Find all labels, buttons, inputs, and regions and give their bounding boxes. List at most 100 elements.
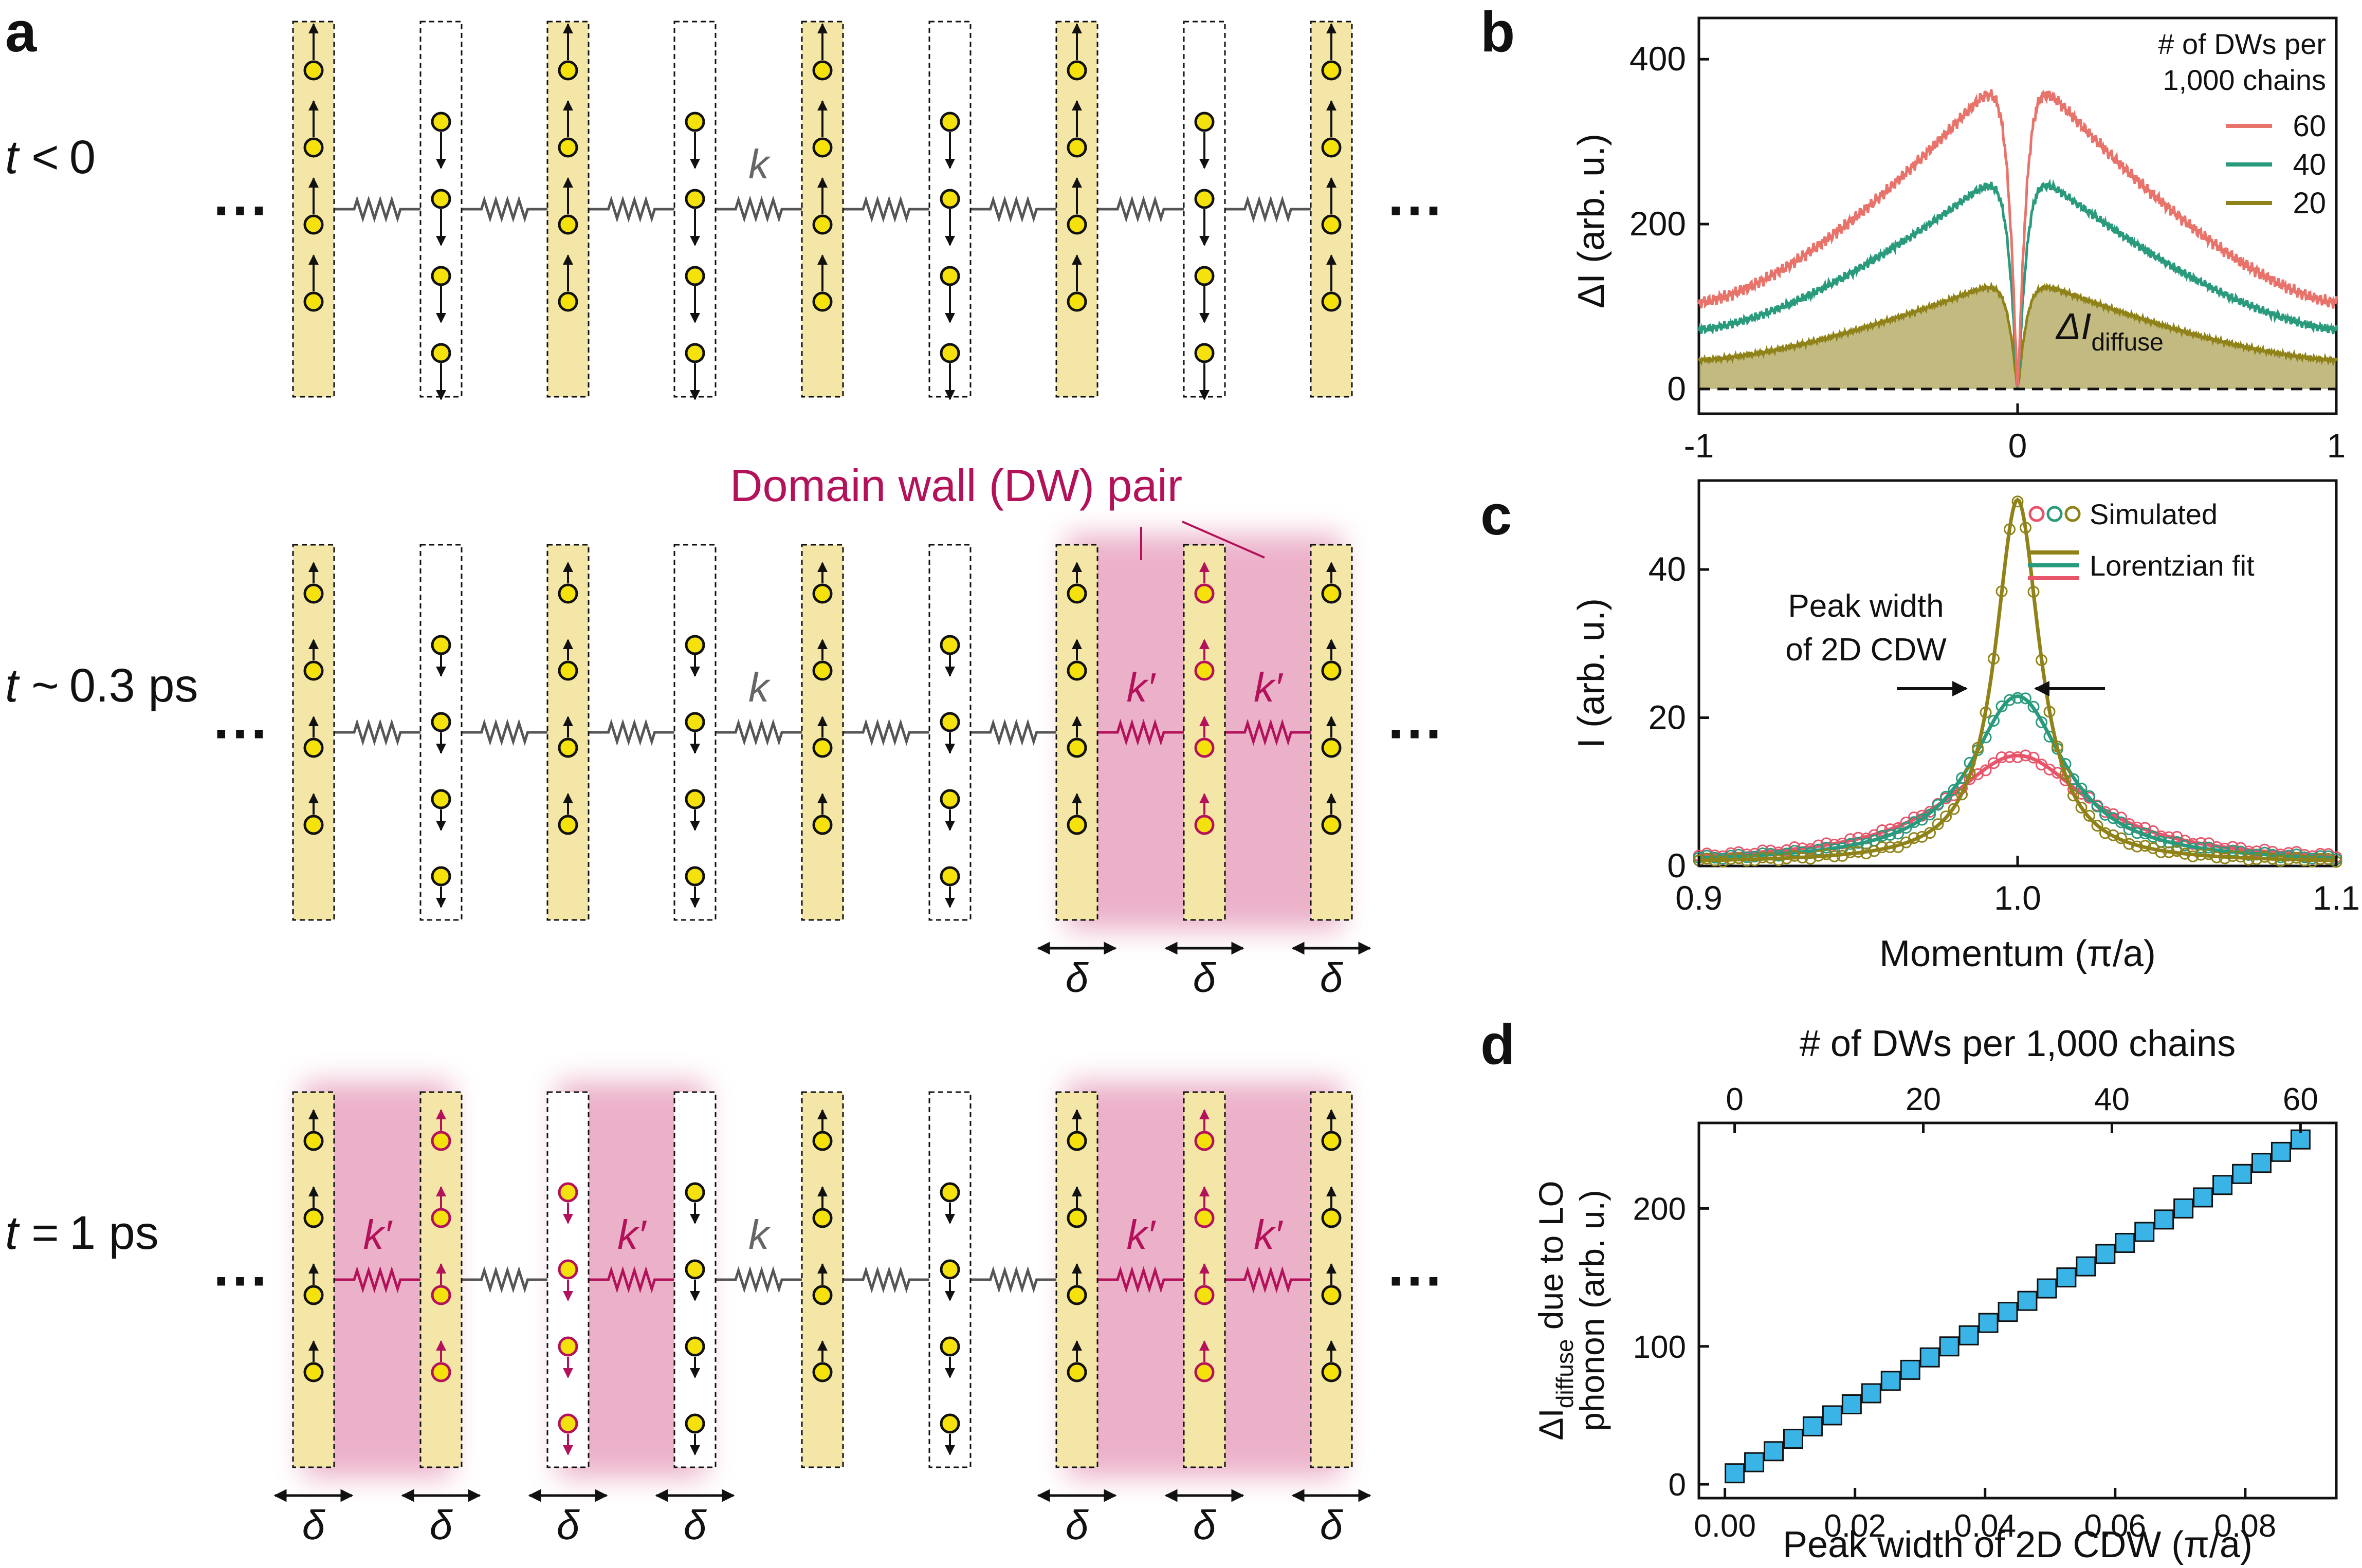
fit-line	[1698, 497, 2337, 862]
atom	[558, 660, 578, 681]
ellipsis-right: ···	[1388, 1249, 1444, 1313]
atom	[431, 1208, 451, 1228]
panel-c-ylabel: I (arb. u.)	[1571, 598, 1612, 748]
atom	[812, 137, 833, 158]
data-point	[2056, 1267, 2077, 1288]
atom	[1321, 1362, 1342, 1382]
atom	[1067, 737, 1087, 758]
spring-label-k: k	[748, 1212, 771, 1258]
spring-label-kprime: k′	[617, 1212, 647, 1258]
annotation-delta-i-diffuse: ΔIdiffuse	[2055, 306, 2164, 356]
atom	[812, 1208, 833, 1228]
atom	[1067, 60, 1087, 81]
delta-label: δ	[1193, 955, 1217, 1001]
chain-up	[1183, 1091, 1226, 1468]
atom	[558, 1182, 578, 1203]
atom	[303, 291, 324, 312]
atom	[303, 583, 324, 604]
atom	[1194, 1208, 1215, 1228]
ellipsis-left: ···	[213, 702, 270, 765]
y-tick-label: 400	[1629, 40, 1686, 78]
atom	[1321, 1208, 1342, 1228]
spring-k	[971, 1266, 1056, 1294]
panel-d-top-xlabel: # of DWs per 1,000 chains	[1800, 1023, 2236, 1064]
spring-k	[334, 718, 420, 746]
sim-point	[2043, 763, 2056, 776]
ylabel-delta-i: ΔI	[1532, 1408, 1570, 1440]
atom	[940, 112, 960, 132]
atom	[303, 214, 324, 235]
y-tick-label: 200	[1633, 1191, 1686, 1227]
delta-label: δ	[1320, 955, 1344, 1001]
atom	[1321, 60, 1342, 81]
relation	[19, 659, 32, 712]
atom	[812, 660, 833, 681]
y-tick-label: 100	[1633, 1330, 1686, 1365]
time-value: 1 ps	[69, 1207, 159, 1259]
sim-point	[1932, 799, 1944, 811]
atom	[940, 789, 960, 809]
atom	[940, 1259, 960, 1280]
x-tick-label: -1	[1684, 427, 1714, 465]
atom	[1067, 583, 1087, 604]
spring-k	[716, 718, 802, 746]
atom	[303, 60, 324, 81]
peak-width-label-2: of 2D CDW	[1785, 632, 1947, 668]
delta-label: δ	[557, 1502, 580, 1548]
x-tick-label: 1	[2327, 427, 2346, 465]
atom	[1067, 1131, 1087, 1151]
atom	[940, 1413, 960, 1434]
atom	[940, 343, 960, 363]
spring-kprime	[1097, 718, 1184, 746]
atom	[685, 1413, 705, 1434]
sim-point	[2027, 700, 2040, 713]
atom	[685, 789, 705, 809]
x-tick-label: 0	[2008, 427, 2027, 465]
legend-sim-marker-40	[2046, 506, 2063, 522]
atom	[940, 189, 960, 209]
spring-k	[462, 195, 547, 223]
row-2: t = 1 ps ··· ··· k′ k′ k k′ k′ δ δ δ δ δ δ δ	[5, 1082, 1444, 1548]
spring-kprime	[1097, 1266, 1184, 1294]
atom	[1067, 1208, 1087, 1228]
chain-up	[292, 1091, 335, 1468]
data-point	[1841, 1394, 1862, 1414]
sim-point	[2107, 829, 2119, 841]
atom	[685, 112, 705, 132]
atom	[1194, 189, 1215, 209]
spring-k	[971, 195, 1056, 223]
atom	[558, 1336, 578, 1357]
legend-lorentzian: Lorentzian fit	[2090, 549, 2255, 582]
sim-point	[1940, 810, 1952, 823]
ellipsis-right: ···	[1388, 702, 1444, 765]
atom	[685, 1182, 705, 1203]
chain-up	[1310, 544, 1353, 921]
ellipsis-right: ···	[1388, 179, 1444, 242]
data-point	[2154, 1209, 2174, 1230]
atom	[685, 1336, 705, 1357]
panel-a: a t <0··· ···kt ~0.3 ps··· ···k k′ k′δ δ δt = 1…	[5, 1, 1444, 1548]
atom	[1067, 1362, 1087, 1382]
chain-up	[1310, 21, 1353, 398]
atom	[940, 866, 960, 887]
chain-up	[1183, 544, 1226, 921]
spring-k	[843, 1266, 929, 1294]
atom	[303, 1131, 324, 1151]
row-label: t = 1 ps	[5, 1207, 159, 1259]
panel-d-ylabel-1: ΔIdiffuse due to LO	[1532, 1180, 1578, 1440]
time-value: 0	[69, 131, 96, 183]
sim-point	[2091, 820, 2103, 832]
sim-point	[2075, 782, 2088, 795]
sim-point	[2083, 790, 2095, 802]
chain-down	[673, 544, 717, 921]
spring-k	[462, 1266, 547, 1294]
atom	[558, 815, 578, 835]
panel-d: d 0.00 0.02 0.04 0.06 0.08 0 20 40 60 0 100 200 # o…	[1480, 1013, 2338, 1565]
spring-k	[589, 718, 674, 746]
panel-c-frame	[1697, 479, 2338, 868]
ylabel-rest: due to LO	[1532, 1180, 1570, 1339]
chain-up	[546, 544, 590, 921]
x-tick-label: 0.00	[1694, 1508, 1756, 1544]
time-symbol: t	[5, 1207, 20, 1259]
